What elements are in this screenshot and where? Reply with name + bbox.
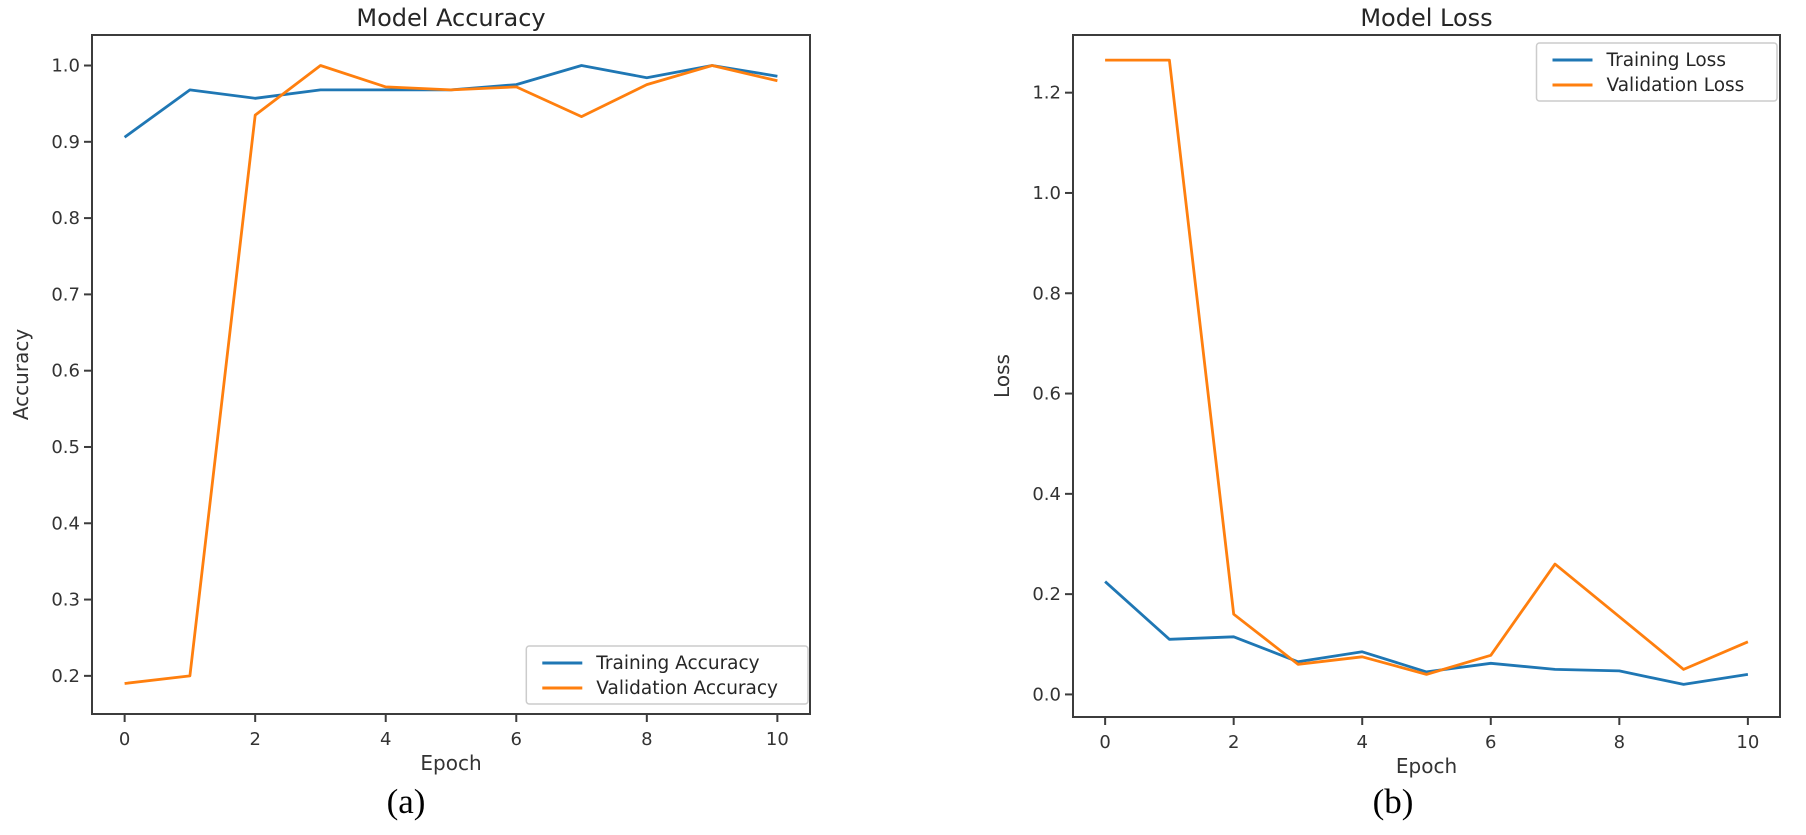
y-tick-label: 1.0 [1032,183,1061,204]
loss-chart: Model Loss 0 2 4 6 8 10 0.0 0.2 0.4 0.6 0.8 1.0 1.2 Ep… [990,4,1781,778]
x-tick-label: 0 [119,729,130,750]
subfigure-caption-b: (b) [1372,782,1414,821]
validation-accuracy-line [124,64,778,685]
legend-label-validation-loss: Validation Loss [1607,75,1745,96]
training-loss-line [1104,580,1749,686]
accuracy-chart-title: Model Accuracy [356,4,545,32]
y-tick-label: 1.0 [51,56,80,77]
legend-label-training-accuracy: Training Accuracy [595,653,759,674]
y-tick-label: 0.4 [1032,484,1061,505]
y-tick-label: 0.2 [1032,584,1061,605]
y-tick-label: 0.8 [1032,283,1061,304]
x-tick-label: 4 [1357,732,1368,753]
x-tick-label: 4 [380,729,391,750]
y-tick-label: 0.4 [51,513,80,534]
x-tick-label: 0 [1099,732,1110,753]
accuracy-plot-border [91,34,811,715]
loss-legend: Training Loss Validation Loss [1535,42,1778,102]
x-tick-label: 2 [1228,732,1239,753]
y-tick-label: 0.2 [51,666,80,687]
y-tick-label: 0.9 [51,132,80,153]
y-tick-label: 0.7 [51,284,80,305]
x-tick-label: 6 [511,729,522,750]
accuracy-y-axis: 0.2 0.3 0.4 0.5 0.6 0.7 0.8 0.9 1.0 [51,56,92,687]
accuracy-x-axis-label: Epoch [420,751,481,775]
x-tick-label: 10 [1736,732,1759,753]
x-tick-label: 8 [641,729,652,750]
y-tick-label: 1.2 [1032,83,1061,104]
accuracy-legend-box [525,645,809,705]
loss-chart-title: Model Loss [1360,4,1492,32]
loss-x-axis: 0 2 4 6 8 10 [1099,717,1759,753]
loss-y-axis-label: Loss [990,354,1014,398]
loss-x-axis-label: Epoch [1396,754,1457,778]
accuracy-y-axis-label: Accuracy [9,329,33,420]
x-tick-label: 6 [1485,732,1496,753]
x-tick-label: 10 [766,729,789,750]
subfigure-caption-a: (a) [386,782,426,821]
legend-label-validation-accuracy: Validation Accuracy [596,678,778,699]
validation-loss-line [1105,58,1749,676]
x-tick-label: 8 [1614,732,1625,753]
accuracy-x-axis: 0 2 4 6 8 10 [119,714,789,750]
loss-y-axis: 0.0 0.2 0.4 0.6 0.8 1.0 1.2 [1032,83,1073,705]
y-tick-label: 0.6 [51,361,80,382]
loss-legend-box [1535,42,1778,102]
x-tick-label: 2 [249,729,260,750]
y-tick-label: 0.0 [1032,684,1061,705]
accuracy-legend: Training Accuracy Validation Accuracy [525,645,809,705]
y-tick-label: 0.3 [51,590,80,611]
loss-plot-border [1072,34,1781,718]
y-tick-label: 0.8 [51,208,80,229]
y-tick-label: 0.5 [51,437,80,458]
y-tick-label: 0.6 [1032,384,1061,405]
legend-label-training-loss: Training Loss [1606,50,1726,71]
